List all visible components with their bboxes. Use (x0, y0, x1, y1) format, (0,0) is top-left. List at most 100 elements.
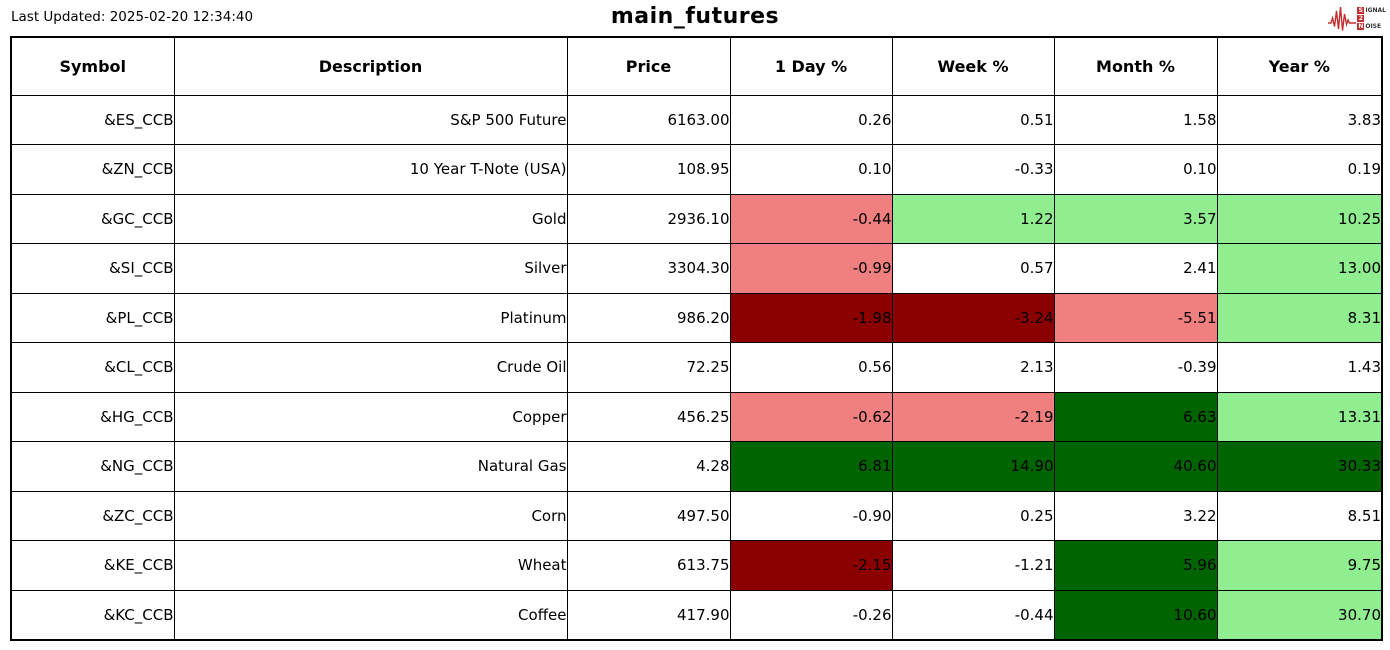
change-cell: 0.19 (1216, 144, 1383, 195)
column-header-1-day: 1 Day % (729, 36, 893, 96)
logo-rest-ignal: IGNAL (1365, 6, 1386, 14)
description-cell: Platinum (173, 292, 568, 343)
change-cell: -5.51 (1053, 292, 1218, 343)
futures-table: Symbol Description Price 1 Day % Week % Month… (10, 36, 1383, 641)
symbol-cell: &PL_CCB (10, 292, 175, 343)
change-cell: -0.99 (729, 243, 893, 294)
table-row: &ZN_CCB 10 Year T-Note (USA) 108.95 0.10 -0.… (10, 144, 1383, 195)
symbol-cell: &ZN_CCB (10, 144, 175, 195)
change-cell: 10.25 (1216, 193, 1383, 244)
price-cell: 72.25 (566, 342, 731, 393)
change-cell: 3.22 (1053, 490, 1218, 541)
logo-text: S IGNAL 2 N OISE (1357, 6, 1386, 30)
change-cell: 14.90 (891, 441, 1055, 492)
description-cell: Wheat (173, 540, 568, 591)
change-cell: -0.44 (891, 589, 1055, 640)
symbol-cell: &KE_CCB (10, 540, 175, 591)
table-row: &SI_CCB Silver 3304.30 -0.99 0.57 2.41 13.00 (10, 243, 1383, 294)
change-cell: -0.39 (1053, 342, 1218, 393)
change-cell: 5.96 (1053, 540, 1218, 591)
column-header-week: Week % (891, 36, 1055, 96)
price-cell: 3304.30 (566, 243, 731, 294)
table-row: &ES_CCB S&P 500 Future 6163.00 0.26 0.51 1.58… (10, 94, 1383, 145)
price-cell: 417.90 (566, 589, 731, 640)
logo-chip-s: S (1357, 6, 1365, 14)
header-row: Symbol Description Price 1 Day % Week % Month… (10, 36, 1383, 96)
change-cell: -0.26 (729, 589, 893, 640)
logo-line-signal: S IGNAL (1357, 6, 1386, 14)
change-cell: -1.98 (729, 292, 893, 343)
description-cell: S&P 500 Future (173, 94, 568, 145)
price-cell: 986.20 (566, 292, 731, 343)
change-cell: 30.33 (1216, 441, 1383, 492)
change-cell: -2.19 (891, 391, 1055, 442)
change-cell: 13.31 (1216, 391, 1383, 442)
description-cell: Copper (173, 391, 568, 442)
description-cell: 10 Year T-Note (USA) (173, 144, 568, 195)
price-cell: 108.95 (566, 144, 731, 195)
price-cell: 6163.00 (566, 94, 731, 145)
change-cell: 8.51 (1216, 490, 1383, 541)
change-cell: 3.57 (1053, 193, 1218, 244)
price-cell: 2936.10 (566, 193, 731, 244)
page-title: main_futures (610, 4, 780, 29)
description-cell: Silver (173, 243, 568, 294)
description-cell: Natural Gas (173, 441, 568, 492)
change-cell: 40.60 (1053, 441, 1218, 492)
change-cell: 0.10 (729, 144, 893, 195)
table-row: &GC_CCB Gold 2936.10 -0.44 1.22 3.57 10.25 (10, 193, 1383, 244)
change-cell: 6.63 (1053, 391, 1218, 442)
description-cell: Corn (173, 490, 568, 541)
price-cell: 456.25 (566, 391, 731, 442)
change-cell: -0.90 (729, 490, 893, 541)
change-cell: -1.21 (891, 540, 1055, 591)
symbol-cell: &CL_CCB (10, 342, 175, 393)
table-body: &ES_CCB S&P 500 Future 6163.00 0.26 0.51 1.58… (10, 94, 1383, 640)
symbol-cell: &GC_CCB (10, 193, 175, 244)
change-cell: -3.24 (891, 292, 1055, 343)
table-row: &HG_CCB Copper 456.25 -0.62 -2.19 6.63 13.31 (10, 391, 1383, 442)
change-cell: 1.43 (1216, 342, 1383, 393)
symbol-cell: &SI_CCB (10, 243, 175, 294)
column-header-month: Month % (1053, 36, 1218, 96)
price-cell: 497.50 (566, 490, 731, 541)
price-cell: 4.28 (566, 441, 731, 492)
logo-rest-oise: OISE (1365, 22, 1382, 30)
logo-line-noise: N OISE (1357, 22, 1386, 30)
change-cell: -2.15 (729, 540, 893, 591)
description-cell: Coffee (173, 589, 568, 640)
change-cell: 30.70 (1216, 589, 1383, 640)
table-row: &KC_CCB Coffee 417.90 -0.26 -0.44 10.60 30.70 (10, 589, 1383, 640)
change-cell: 2.13 (891, 342, 1055, 393)
change-cell: 1.22 (891, 193, 1055, 244)
logo-chip-n: N (1357, 22, 1365, 30)
waveform-icon (1328, 6, 1357, 31)
description-cell: Crude Oil (173, 342, 568, 393)
table-row: &ZC_CCB Corn 497.50 -0.90 0.25 3.22 8.51 (10, 490, 1383, 541)
top-bar: Last Updated: 2025-02-20 12:34:40 main_f… (0, 0, 1390, 36)
logo-chip-2: 2 (1357, 14, 1365, 22)
column-header-year: Year % (1216, 36, 1383, 96)
signal2noise-logo: S IGNAL 2 N OISE (1328, 2, 1386, 34)
change-cell: 10.60 (1053, 589, 1218, 640)
change-cell: 0.56 (729, 342, 893, 393)
column-header-description: Description (173, 36, 568, 96)
table-row: &PL_CCB Platinum 986.20 -1.98 -3.24 -5.51 8.31 (10, 292, 1383, 343)
change-cell: 3.83 (1216, 94, 1383, 145)
change-cell: 0.26 (729, 94, 893, 145)
logo-line-2: 2 (1357, 14, 1386, 22)
change-cell: 6.81 (729, 441, 893, 492)
symbol-cell: &HG_CCB (10, 391, 175, 442)
change-cell: 0.10 (1053, 144, 1218, 195)
change-cell: -0.44 (729, 193, 893, 244)
table-row: &NG_CCB Natural Gas 4.28 6.81 14.90 40.60 30.3… (10, 441, 1383, 492)
price-cell: 613.75 (566, 540, 731, 591)
table-row: &CL_CCB Crude Oil 72.25 0.56 2.13 -0.39 1.43 (10, 342, 1383, 393)
change-cell: -0.62 (729, 391, 893, 442)
change-cell: 0.51 (891, 94, 1055, 145)
change-cell: 0.57 (891, 243, 1055, 294)
symbol-cell: &NG_CCB (10, 441, 175, 492)
description-cell: Gold (173, 193, 568, 244)
change-cell: 2.41 (1053, 243, 1218, 294)
column-header-price: Price (566, 36, 731, 96)
